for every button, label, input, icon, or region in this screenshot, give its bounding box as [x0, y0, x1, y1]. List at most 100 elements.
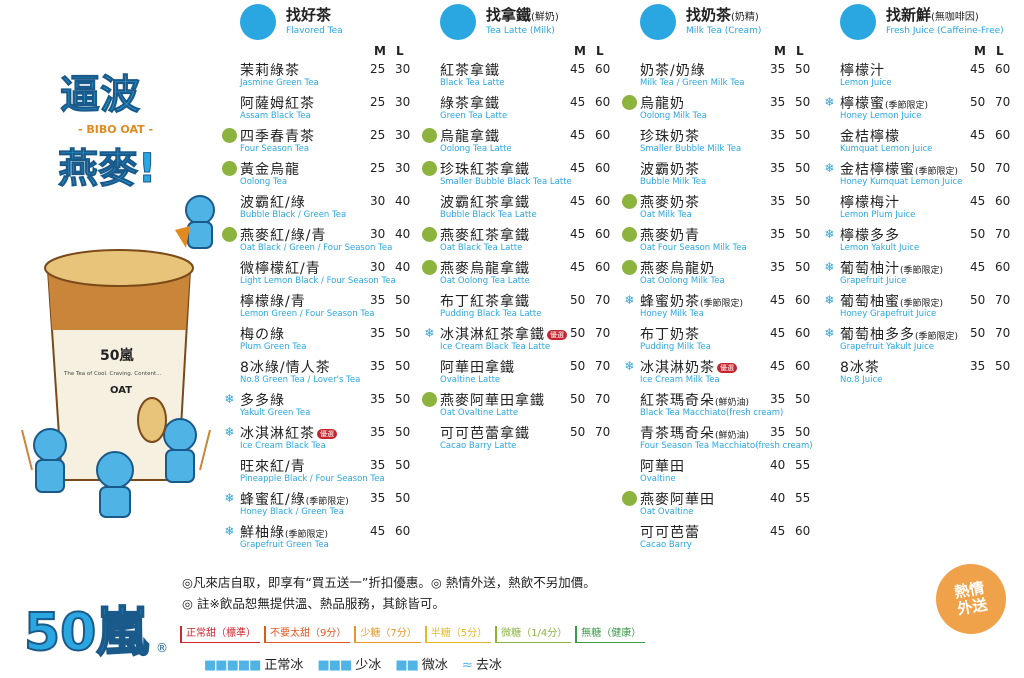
item-name: 檸檬梅汁 — [840, 195, 900, 211]
cold-only-icon: ❄ — [624, 359, 635, 373]
menu-item: ❄ 檸檬蜜(季節限定) Honey Lemon Juice 50 70 — [824, 93, 1024, 126]
price-l: 70 — [595, 293, 611, 307]
menu-items: 檸檬汁 Lemon Juice 45 60 ❄ 檸檬蜜(季節限定) Honey Lemon … — [824, 60, 1024, 390]
item-name-en: Kumquat Lemon Juice — [840, 144, 933, 154]
item-name: 檸檬汁 — [840, 63, 885, 79]
item-name: 烏龍拿鐵 — [440, 129, 500, 145]
price-l: 60 — [795, 359, 811, 373]
price-l: 30 — [395, 62, 411, 76]
price-m: 35 — [370, 392, 386, 406]
oat-badge-icon — [622, 260, 637, 275]
price-m: 35 — [770, 62, 786, 76]
menu-item: 旺來紅/青 Pineapple Black / Four Season Tea 35… — [240, 456, 430, 489]
price-m: 50 — [570, 425, 586, 439]
note-line-1: ◎凡來店自取，即享有“買五送一”折扣優惠。◎ 熱情外送，熱飲不另加價。 — [182, 575, 596, 590]
item-name: 綠茶拿鐵 — [440, 96, 500, 112]
recommended-badge: 優選 — [317, 429, 337, 439]
item-name: 布丁奶茶 — [640, 327, 700, 343]
menu-item: 8冰綠/情人茶 No.8 Green Tea / Lover's Tea 35 50 — [240, 357, 430, 390]
price-l: 50 — [395, 425, 411, 439]
item-name: 燕麥阿華田 — [640, 492, 715, 508]
price-m: 50 — [970, 326, 986, 340]
price-l: 30 — [395, 128, 411, 142]
menu-item: 檸檬綠/青 Lemon Green / Four Season Tea 35 50 — [240, 291, 430, 324]
item-name: 燕麥烏龍拿鐵 — [440, 261, 530, 277]
item-name-en: Lemon Green / Four Season Tea — [240, 309, 375, 319]
price-l: 55 — [795, 458, 811, 472]
item-name: 波霸奶茶 — [640, 162, 700, 178]
menu-item: 布丁奶茶 Pudding Milk Tea 45 60 — [640, 324, 830, 357]
price-l: 60 — [395, 524, 411, 538]
price-l: 70 — [595, 359, 611, 373]
price-l: 40 — [395, 227, 411, 241]
item-name: 8冰綠/情人茶 — [240, 360, 331, 376]
menu-item: 燕麥紅/綠/青 Oat Black / Green / Four Season T… — [222, 225, 430, 258]
menu-item: 梅の綠 Plum Green Tea 35 50 — [240, 324, 430, 357]
item-name-en: Lemon Juice — [840, 78, 892, 88]
price-l: 60 — [595, 260, 611, 274]
price-l: 50 — [795, 260, 811, 274]
menu-item: 綠茶拿鐵 Green Tea Latte 45 60 — [440, 93, 630, 126]
price-m: 45 — [970, 260, 986, 274]
price-l: 50 — [395, 293, 411, 307]
price-l: 60 — [595, 62, 611, 76]
hero-character — [33, 428, 67, 493]
menu-items: 紅茶拿鐵 Black Tea Latte 45 60 綠茶拿鐵 Green Tea Lat… — [422, 60, 630, 456]
price-m: 50 — [570, 293, 586, 307]
size-m-label: M — [374, 44, 386, 58]
price-l: 50 — [395, 392, 411, 406]
price-m: 45 — [770, 293, 786, 307]
price-m: 45 — [970, 62, 986, 76]
oat-badge-icon — [422, 260, 437, 275]
delivery-badge: 熱情 外送 — [930, 558, 1012, 640]
size-l-label: L — [396, 44, 404, 58]
oat-badge-icon — [222, 161, 237, 176]
menu-item: 青茶瑪奇朵(鮮奶油) Four Season Tea Macchiato(fres… — [640, 423, 830, 456]
price-m: 50 — [970, 95, 986, 109]
column-subtitle: Fresh Juice (Caffeine-Free) — [886, 26, 1004, 36]
menu-item: 可可芭蕾拿鐵 Cacao Barry Latte 50 70 — [440, 423, 630, 456]
item-name: 冰淇淋紅茶拿鐵 優選 — [440, 324, 567, 344]
menu-item: 阿華田 Ovaltine 40 55 — [640, 456, 830, 489]
item-name-en: Honey Black / Green Tea — [240, 507, 344, 517]
item-name-en: Light Lemon Black / Four Season Tea — [240, 276, 396, 286]
item-name-en: Pudding Black Tea Latte — [440, 309, 542, 319]
menu-items: 奶茶/奶綠 Milk Tea / Green Milk Tea 35 50 烏龍奶 Ool… — [622, 60, 830, 555]
price-m: 35 — [770, 227, 786, 241]
item-name-en: Cacao Barry — [640, 540, 692, 550]
item-name: 阿華田拿鐵 — [440, 360, 515, 376]
ice-levels: ■■■■■ 正常冰 ■■■ 少冰 ■■ 微冰 ≈ 去冰 — [204, 654, 502, 673]
price-l: 40 — [395, 194, 411, 208]
price-l: 60 — [795, 326, 811, 340]
menu-item: 金桔檸檬 Kumquat Lemon Juice 45 60 — [840, 126, 1024, 159]
menu-item: 燕麥紅茶拿鐵 Oat Black Tea Latte 45 60 — [422, 225, 630, 258]
menu-item: 燕麥烏龍奶 Oat Oolong Milk Tea 35 50 — [622, 258, 830, 291]
item-name: 四季春青茶 — [240, 129, 315, 145]
item-name-en: Ovaltine Latte — [440, 375, 501, 385]
menu-item: 檸檬汁 Lemon Juice 45 60 — [840, 60, 1024, 93]
item-name: 葡萄柚蜜(季節限定) — [840, 294, 944, 310]
milk-glass-icon — [440, 4, 476, 40]
item-name-en: No.8 Juice — [840, 375, 883, 385]
item-name: 紅茶拿鐵 — [440, 63, 500, 79]
price-m: 50 — [970, 161, 986, 175]
price-l: 60 — [595, 194, 611, 208]
item-name-en: Grapefruit Yakult Juice — [840, 342, 935, 352]
price-m: 40 — [770, 491, 786, 505]
note-line-2: ◎ 註※飲品恕無提供溫、熱品服務，其餘皆可。 — [182, 596, 445, 611]
price-m: 45 — [570, 194, 586, 208]
cold-only-icon: ❄ — [424, 326, 435, 340]
price-l: 60 — [995, 62, 1011, 76]
item-name-en: Oat Oolong Milk Tea — [640, 276, 725, 286]
item-name-en: Honey Grapefruit Juice — [840, 309, 937, 319]
item-name-en: Cacao Barry Latte — [440, 441, 517, 451]
price-l: 50 — [395, 458, 411, 472]
size-m-label: M — [574, 44, 586, 58]
price-m: 35 — [370, 326, 386, 340]
ice-cube-icon: ■■■ — [317, 658, 352, 673]
item-name-en: Oat Milk Tea — [640, 210, 692, 220]
price-m: 35 — [770, 425, 786, 439]
price-m: 35 — [770, 392, 786, 406]
slogan-en: - BIBO OAT - — [78, 123, 153, 136]
menu-item: 紅茶瑪奇朵(鮮奶油) Black Tea Macchiato(fresh crea… — [640, 390, 830, 423]
